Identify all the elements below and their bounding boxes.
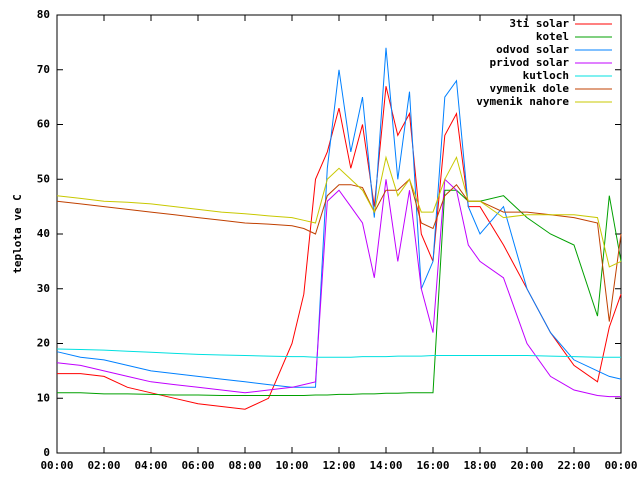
x-tick-label: 22:00: [557, 459, 590, 472]
x-tick-label: 10:00: [275, 459, 308, 472]
y-tick-label: 10: [37, 391, 50, 404]
x-tick-label: 02:00: [87, 459, 120, 472]
series-line: [57, 86, 622, 410]
legend-label: vymenik dole: [490, 82, 570, 95]
x-tick-label: 06:00: [181, 459, 214, 472]
y-tick-label: 80: [37, 8, 50, 21]
series-line: [56, 155, 622, 268]
series-line: [56, 178, 621, 398]
legend-label: vymenik nahore: [476, 95, 569, 108]
x-tick-label: 14:00: [369, 459, 402, 472]
series-line: [56, 348, 621, 358]
legend-label: 3ti solar: [509, 17, 569, 30]
x-tick-label: 20:00: [510, 459, 543, 472]
series-line: [56, 47, 622, 388]
legend-label: kutloch: [523, 69, 569, 82]
x-tick-label: 00:00: [40, 459, 73, 472]
y-tick-label: 0: [43, 446, 50, 459]
y-axis-label: teplota ve C: [11, 194, 24, 273]
y-tick-label: 20: [37, 337, 50, 350]
x-tick-label: 08:00: [228, 459, 261, 472]
y-tick-label: 30: [37, 282, 50, 295]
y-tick-label: 70: [37, 63, 50, 76]
x-tick-label: 12:00: [322, 459, 355, 472]
series-line: [56, 178, 622, 322]
legend-label: privod solar: [490, 56, 570, 69]
legend-label: odvod solar: [496, 43, 569, 56]
y-tick-label: 40: [37, 227, 50, 240]
series-line: [57, 189, 622, 396]
x-tick-label: 18:00: [463, 459, 496, 472]
y-tick-label: 60: [37, 118, 50, 131]
y-tick-label: 50: [37, 172, 50, 185]
x-tick-label: 00:00: [604, 459, 637, 472]
x-tick-label: 16:00: [416, 459, 449, 472]
legend-label: kotel: [536, 30, 569, 43]
x-tick-label: 04:00: [134, 459, 167, 472]
